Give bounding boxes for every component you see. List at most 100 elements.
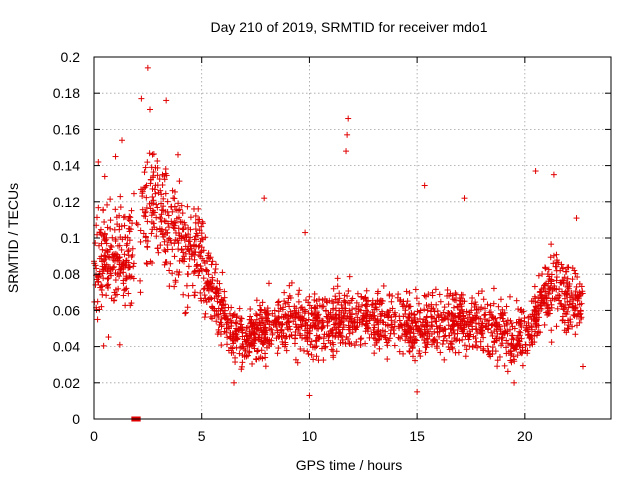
data-point bbox=[313, 353, 320, 360]
data-point bbox=[533, 311, 540, 318]
data-point bbox=[415, 300, 422, 307]
data-point bbox=[114, 271, 121, 278]
data-point bbox=[564, 298, 571, 305]
data-point bbox=[97, 229, 104, 236]
data-point bbox=[464, 330, 471, 337]
data-point bbox=[218, 321, 225, 328]
data-point bbox=[279, 338, 286, 345]
data-point bbox=[459, 318, 466, 325]
data-point bbox=[98, 303, 105, 310]
data-point bbox=[396, 348, 403, 355]
data-point bbox=[238, 343, 245, 350]
data-point bbox=[524, 332, 531, 339]
data-point bbox=[416, 309, 423, 316]
data-point bbox=[406, 303, 413, 310]
data-point bbox=[168, 218, 175, 225]
data-point bbox=[275, 298, 282, 305]
data-point bbox=[425, 328, 432, 335]
data-point bbox=[503, 344, 510, 351]
chart-title: Day 210 of 2019, SRMTID for receiver mdo… bbox=[210, 19, 487, 35]
data-point bbox=[406, 313, 413, 320]
data-point bbox=[251, 330, 258, 337]
data-point bbox=[121, 222, 128, 229]
y-tick-label: 0 bbox=[72, 411, 80, 427]
data-point bbox=[110, 251, 117, 258]
data-point bbox=[468, 319, 475, 326]
data-point bbox=[244, 333, 251, 340]
data-point bbox=[549, 295, 556, 302]
data-point bbox=[185, 263, 192, 270]
data-point bbox=[348, 297, 355, 304]
data-point bbox=[121, 251, 128, 258]
data-point bbox=[262, 363, 269, 370]
data-point bbox=[447, 340, 454, 347]
data-point bbox=[550, 252, 557, 259]
data-point bbox=[143, 194, 150, 201]
data-point bbox=[452, 349, 459, 356]
data-point bbox=[475, 290, 482, 297]
data-point bbox=[374, 316, 381, 323]
data-point bbox=[262, 320, 269, 327]
data-point bbox=[504, 368, 511, 375]
data-point bbox=[122, 286, 129, 293]
data-point bbox=[357, 336, 364, 343]
data-point bbox=[391, 342, 398, 349]
data-point bbox=[330, 285, 337, 292]
data-point bbox=[412, 336, 419, 343]
data-point bbox=[341, 292, 348, 299]
data-point bbox=[164, 198, 171, 205]
data-point bbox=[445, 301, 452, 308]
data-point bbox=[139, 193, 146, 200]
data-point bbox=[326, 316, 333, 323]
data-point bbox=[417, 353, 424, 360]
data-point bbox=[101, 173, 108, 180]
data-point bbox=[501, 329, 508, 336]
data-point bbox=[539, 271, 546, 278]
data-point bbox=[99, 291, 106, 298]
data-point bbox=[154, 172, 161, 179]
data-point bbox=[222, 307, 229, 314]
data-point bbox=[171, 240, 178, 247]
data-point bbox=[192, 212, 199, 219]
data-point bbox=[157, 187, 164, 194]
data-point bbox=[436, 333, 443, 340]
data-point bbox=[350, 319, 357, 326]
data-point bbox=[178, 202, 185, 209]
data-point bbox=[124, 234, 131, 241]
data-point bbox=[356, 316, 363, 323]
data-point bbox=[449, 317, 456, 324]
data-point bbox=[100, 275, 107, 282]
data-point bbox=[161, 247, 168, 254]
data-points bbox=[91, 64, 586, 399]
data-point bbox=[105, 334, 112, 341]
data-point bbox=[500, 330, 507, 337]
data-point bbox=[242, 347, 249, 354]
data-point bbox=[328, 346, 335, 353]
data-point bbox=[501, 362, 508, 369]
data-point bbox=[480, 334, 487, 341]
data-point bbox=[353, 299, 360, 306]
data-point bbox=[497, 328, 504, 335]
data-point bbox=[335, 324, 342, 331]
data-point bbox=[515, 334, 522, 341]
data-point bbox=[104, 224, 111, 231]
data-point bbox=[329, 313, 336, 320]
data-point bbox=[287, 308, 294, 315]
data-point bbox=[325, 331, 332, 338]
data-point bbox=[238, 315, 245, 322]
data-point bbox=[148, 164, 155, 171]
data-point bbox=[380, 282, 387, 289]
data-point bbox=[511, 325, 518, 332]
data-point bbox=[374, 337, 381, 344]
data-point bbox=[204, 285, 211, 292]
data-point bbox=[461, 322, 468, 329]
data-point bbox=[323, 308, 330, 315]
data-point bbox=[215, 292, 222, 299]
data-point bbox=[322, 343, 329, 350]
data-point bbox=[152, 190, 159, 197]
data-point bbox=[147, 176, 154, 183]
data-point bbox=[227, 329, 234, 336]
data-point bbox=[492, 322, 499, 329]
data-point bbox=[370, 329, 377, 336]
